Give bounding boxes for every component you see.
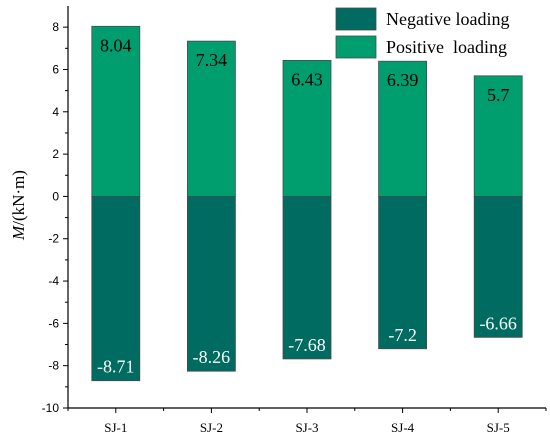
data-labels-layer: 8.04 7.34 6.43 6.39 5.7 -8.71 -8.26 -7.68 -7.2 -6… [97, 35, 517, 376]
axes-layer: -10 -8 -6 -4 -2 0 2 4 6 8 SJ-1 SJ-2 SJ-3 SJ-4 SJ-5 [42, 6, 547, 435]
data-label-positive-sj-5: 5.7 [487, 85, 510, 105]
x-tick-label-sj-2: SJ-2 [200, 420, 223, 435]
bars-layer [91, 25, 523, 382]
y-tick-label: -6 [48, 316, 59, 330]
y-axis-label-unit: /(kN·m) [9, 170, 28, 226]
legend-label-negative: Negative loading [386, 9, 509, 29]
y-axis-label: M/(kN·m) [9, 170, 28, 241]
y-tick-label: 2 [52, 147, 59, 161]
bar-positive-sj-3 [282, 59, 332, 197]
bar-positive-sj-1 [91, 25, 141, 197]
y-tick-label: -2 [48, 232, 59, 246]
legend-swatch-positive [335, 35, 377, 59]
x-tick-label-sj-5: SJ-5 [487, 420, 510, 435]
y-tick-label: 4 [52, 105, 59, 119]
data-label-negative-sj-3: -7.68 [288, 335, 326, 355]
data-label-positive-sj-1: 8.04 [100, 35, 132, 55]
data-label-positive-sj-2: 7.34 [196, 50, 228, 70]
bar-positive-sj-4 [378, 60, 428, 197]
y-tick-label: -8 [48, 359, 59, 373]
y-tick-label: 0 [52, 189, 59, 203]
bar-negative-sj-3 [282, 196, 332, 360]
legend: Negative loading Positive loading [335, 7, 509, 59]
data-label-negative-sj-4: -7.2 [388, 325, 417, 345]
x-tick-label-sj-3: SJ-3 [295, 420, 318, 435]
bar-negative-sj-5 [473, 196, 523, 338]
y-tick-label: -10 [42, 401, 60, 415]
y-tick-label: 8 [52, 20, 59, 34]
legend-swatch-negative [335, 7, 377, 31]
data-label-negative-sj-5: -6.66 [479, 313, 517, 333]
bar-positive-sj-2 [186, 40, 236, 197]
bar-positive-sj-5 [473, 75, 523, 197]
data-label-negative-sj-1: -8.71 [97, 357, 135, 377]
y-tick-label: 6 [52, 62, 59, 76]
data-label-positive-sj-3: 6.43 [291, 69, 323, 89]
data-label-negative-sj-2: -8.26 [193, 347, 231, 367]
x-tick-label-sj-4: SJ-4 [391, 420, 415, 435]
x-tick-label-sj-1: SJ-1 [104, 420, 127, 435]
y-axis-label-symbol: M [9, 225, 28, 241]
bar-negative-sj-4 [378, 196, 428, 350]
data-label-positive-sj-4: 6.39 [387, 70, 419, 90]
bar-negative-sj-1 [91, 196, 141, 382]
bar-negative-sj-2 [186, 196, 236, 372]
y-tick-label: -4 [48, 274, 59, 288]
legend-label-positive: Positive loading [386, 37, 507, 57]
